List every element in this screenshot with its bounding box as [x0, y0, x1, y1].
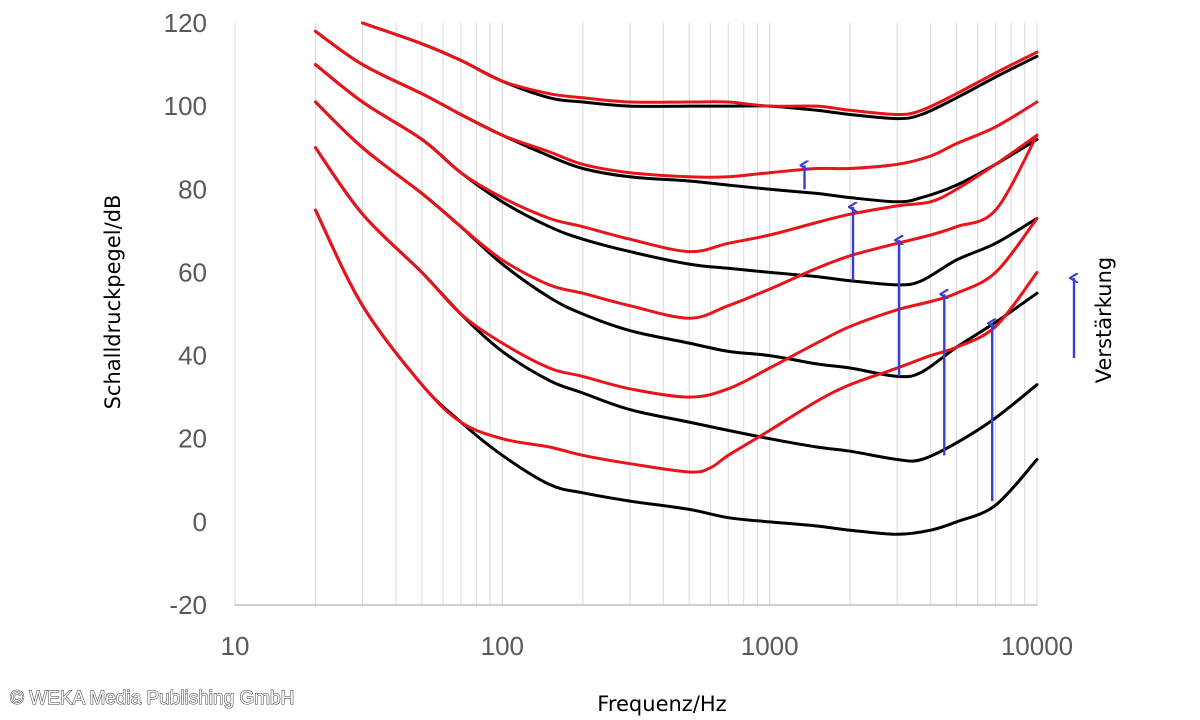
y-tick-label: 80 — [178, 174, 207, 204]
x-tick-label: 100 — [481, 631, 524, 661]
amplification-arrows — [805, 165, 1074, 502]
series-line-red — [314, 146, 1039, 399]
series-line-black — [314, 208, 1039, 536]
x-tick-label: 10 — [221, 631, 250, 661]
x-axis-label: Frequenz/Hz — [597, 692, 726, 716]
legend-arrow-label: Verstärkung — [1092, 257, 1116, 383]
x-tick-label: 10000 — [1001, 631, 1073, 661]
series-line-red — [314, 100, 1039, 320]
series-line-black — [314, 100, 1039, 379]
series-line-red — [314, 63, 1039, 254]
series-line-red — [314, 29, 1039, 179]
y-tick-label: 0 — [193, 507, 207, 537]
y-tick-label: 60 — [178, 257, 207, 287]
y-tick-label: -20 — [169, 590, 207, 620]
y-tick-label: 20 — [178, 424, 207, 454]
x-tick-label: 1000 — [741, 631, 799, 661]
grid — [234, 23, 1038, 605]
series-line-red — [361, 21, 1039, 116]
axes: 10 100 1000 10000 -20 0 20 40 60 80 100 120 — [164, 8, 1074, 661]
y-tick-label: 100 — [164, 91, 207, 121]
y-tick-label: 40 — [178, 341, 207, 371]
y-tick-label: 120 — [164, 8, 207, 38]
series-line-red — [314, 208, 1039, 474]
series-group — [314, 21, 1039, 536]
y-axis-label: Schalldruckpegel/dB — [101, 195, 125, 410]
copyright-watermark: © WEKA Media Publishing GmbH — [10, 688, 294, 709]
